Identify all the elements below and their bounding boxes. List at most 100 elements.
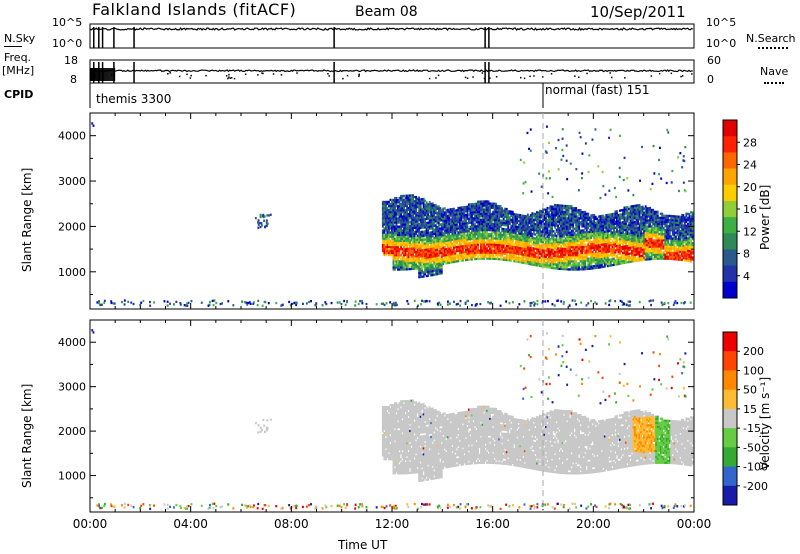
power-cell xyxy=(656,220,659,224)
power-cell xyxy=(478,212,481,215)
power-cell xyxy=(519,226,522,229)
power-cell xyxy=(404,225,407,228)
power-cell xyxy=(428,202,431,206)
power-cell xyxy=(428,251,431,255)
power-cell xyxy=(395,231,398,234)
power-cell xyxy=(564,253,567,257)
power-cell xyxy=(526,231,529,235)
power-cell xyxy=(659,212,662,215)
power-cell xyxy=(490,257,493,260)
power-cell xyxy=(517,238,520,241)
power-cell xyxy=(454,213,457,216)
power-cell xyxy=(591,224,594,227)
power-cell xyxy=(560,214,562,217)
power-cell xyxy=(520,230,523,233)
power-cell xyxy=(421,230,424,233)
power-cell xyxy=(458,247,461,250)
power-cell xyxy=(582,221,585,224)
power-cell xyxy=(609,229,612,232)
power-cell xyxy=(549,219,552,222)
power-cell xyxy=(419,230,422,234)
power-cell xyxy=(398,215,401,218)
power-cell xyxy=(451,212,454,215)
power-cell xyxy=(552,254,555,257)
power-cell xyxy=(433,220,436,223)
power-cell xyxy=(436,273,439,276)
power-cell xyxy=(383,223,386,226)
power-cell xyxy=(487,226,490,230)
power-cell xyxy=(649,233,652,236)
power-cell xyxy=(484,206,487,209)
power-cell xyxy=(629,209,632,212)
power-cell xyxy=(510,233,513,236)
power-cell xyxy=(561,251,564,254)
power-cell xyxy=(522,241,525,244)
power-cell xyxy=(539,256,541,259)
power-cell xyxy=(552,211,555,215)
power-cell xyxy=(492,202,495,205)
power-cell xyxy=(481,212,484,215)
power-cell xyxy=(452,256,455,259)
power-cell xyxy=(599,239,602,242)
power-cell xyxy=(466,256,469,259)
power-cell xyxy=(564,213,567,216)
power-cell xyxy=(584,261,587,265)
power-cell xyxy=(392,266,395,269)
power-cell xyxy=(489,220,491,224)
power-cell xyxy=(436,240,439,243)
power-cell xyxy=(616,228,618,231)
power-cell xyxy=(650,251,653,254)
power-cell xyxy=(658,224,661,228)
power-cell xyxy=(383,209,386,212)
power-cell xyxy=(385,223,387,226)
power-cell xyxy=(549,248,552,251)
power-cell xyxy=(463,222,466,225)
power-cell xyxy=(661,237,664,240)
power-cell xyxy=(422,232,425,235)
power-cell xyxy=(528,219,531,223)
power-cell xyxy=(644,231,647,235)
power-cell xyxy=(383,211,386,214)
power-cell xyxy=(650,241,653,244)
power-cell xyxy=(614,210,617,213)
power-cell xyxy=(591,246,594,250)
power-cell xyxy=(462,226,464,229)
power-cell xyxy=(551,248,553,251)
power-cell xyxy=(555,212,558,215)
power-cell xyxy=(560,233,562,236)
power-cell xyxy=(487,235,490,238)
power-cell xyxy=(531,216,534,219)
power-cell xyxy=(573,233,576,236)
power-cell xyxy=(458,231,461,234)
power-cell xyxy=(440,239,443,242)
power-cell xyxy=(431,216,434,219)
power-cell xyxy=(404,227,407,230)
power-cell xyxy=(421,269,424,272)
power-cell xyxy=(646,252,649,255)
power-cell xyxy=(622,253,624,257)
power-cell xyxy=(410,249,413,252)
power-cell xyxy=(458,251,461,254)
power-cell xyxy=(548,237,550,241)
power-cell xyxy=(638,257,641,260)
power-cell xyxy=(439,207,442,210)
power-cell xyxy=(406,221,408,224)
power-cell xyxy=(561,267,564,271)
power-cell xyxy=(523,249,526,252)
power-cell xyxy=(511,257,514,260)
power-cell xyxy=(540,238,543,241)
power-cell xyxy=(563,243,565,246)
power-cell xyxy=(554,261,556,264)
power-cell xyxy=(631,229,633,232)
power-cell xyxy=(655,216,658,220)
power-cell xyxy=(436,234,439,237)
power-cell xyxy=(391,239,393,242)
power-cell xyxy=(629,244,632,247)
power-cell xyxy=(590,253,593,256)
power-cell xyxy=(517,246,520,249)
power-cell xyxy=(508,243,511,246)
power-cell xyxy=(421,240,424,244)
power-cell xyxy=(650,249,653,252)
power-cell xyxy=(388,209,390,212)
power-cell xyxy=(401,219,404,222)
